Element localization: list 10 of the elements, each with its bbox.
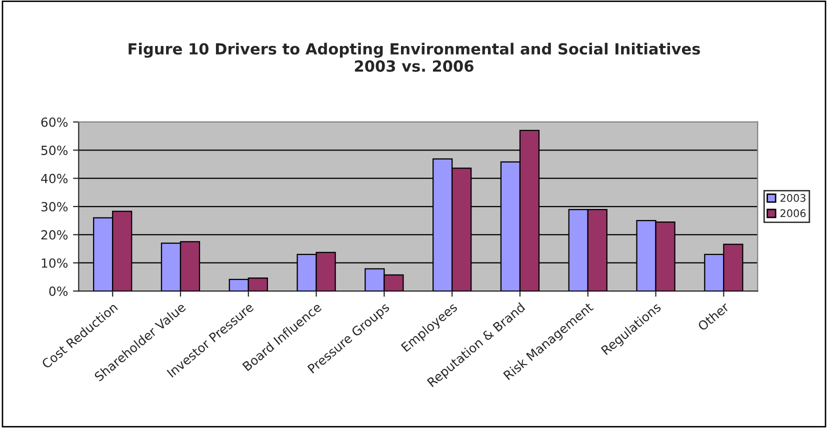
y-tick-label: 60% (41, 117, 68, 127)
y-tick-label: 10% (42, 258, 68, 268)
y-tick-label: 40% (41, 174, 68, 184)
y-tick-label: 30% (41, 202, 68, 212)
legend-label: 2006 (780, 209, 806, 218)
y-tick-label: 0% (49, 286, 68, 296)
legend-label: 2003 (780, 194, 806, 202)
chart-title: Figure 10 Drivers to Adopting Environmental and Social Initiatives 2003 vs. 2006 (128, 42, 700, 72)
y-tick-label: 50% (41, 146, 68, 156)
y-tick-label: 20% (41, 230, 68, 240)
